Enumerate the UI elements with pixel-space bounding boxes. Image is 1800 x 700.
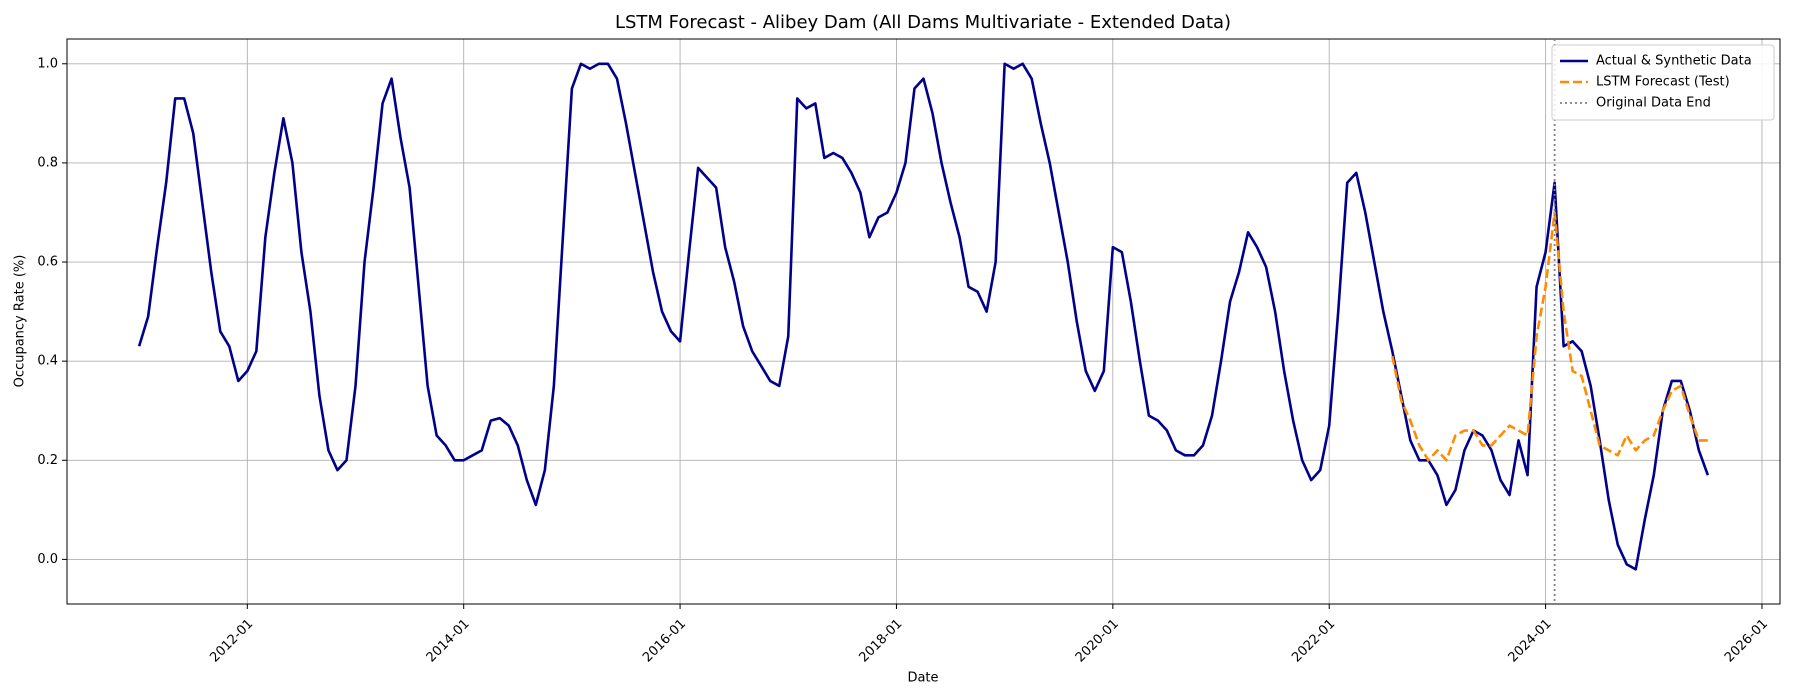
y-tick-label: 0.4 xyxy=(37,354,58,369)
y-axis-label: Occupancy Rate (%) xyxy=(13,255,28,388)
legend: Actual & Synthetic Data LSTM Forecast (Te… xyxy=(1551,44,1775,121)
legend-label: Original Data End xyxy=(1596,96,1711,111)
legend-box xyxy=(1551,44,1775,121)
data-line xyxy=(137,62,1710,571)
y-tick-label: 1.0 xyxy=(37,56,58,71)
y-tick-label: 0.2 xyxy=(37,453,58,468)
data-line xyxy=(1391,211,1708,462)
y-tick-label: 0.6 xyxy=(37,255,58,270)
legend-label: LSTM Forecast (Test) xyxy=(1596,75,1730,90)
y-tick-label: 0.8 xyxy=(37,155,58,170)
x-axis-label: Date xyxy=(907,671,938,686)
legend-label: Actual & Synthetic Data xyxy=(1596,54,1752,69)
y-tick-label: 0.0 xyxy=(37,552,58,567)
chart-title: LSTM Forecast - Alibey Dam (All Dams Mul… xyxy=(615,12,1231,33)
plot-frame xyxy=(66,38,1781,605)
